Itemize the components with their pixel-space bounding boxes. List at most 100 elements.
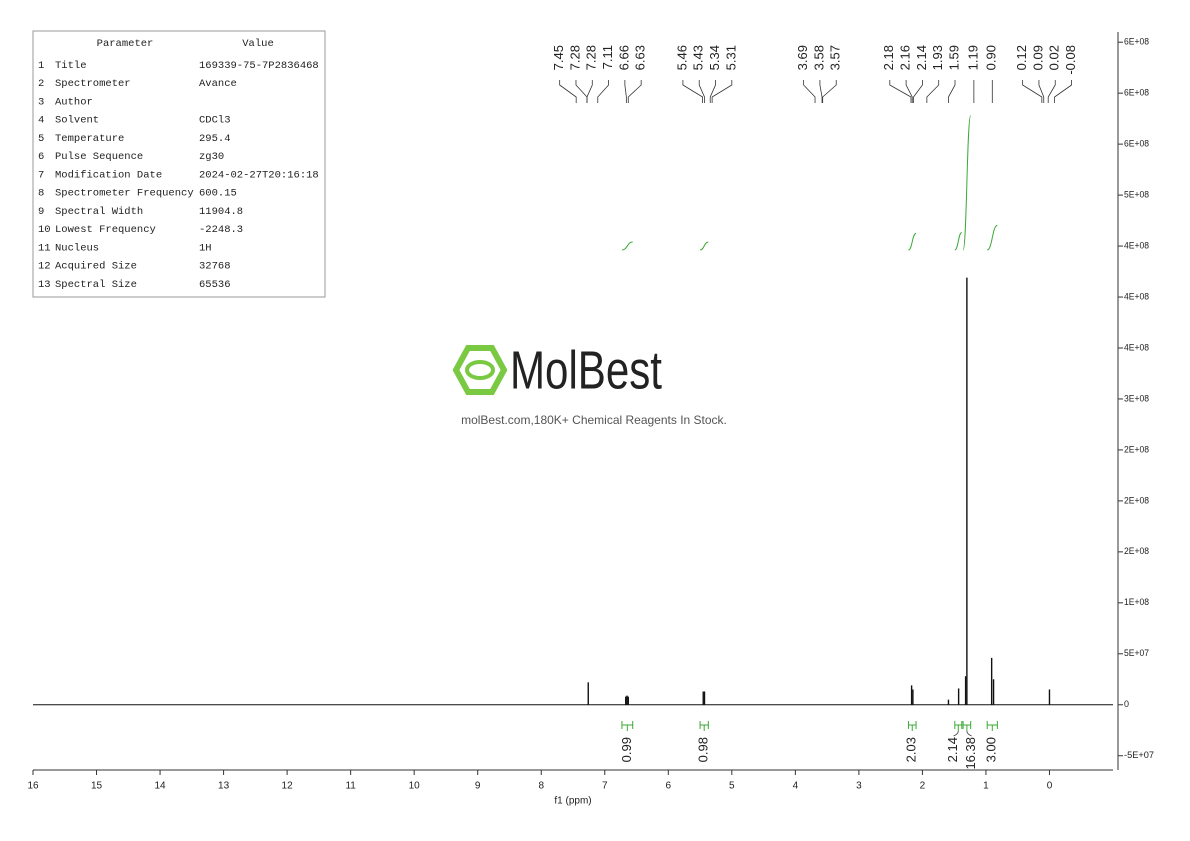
- table-cell: 169339-75-7P2836468: [199, 60, 319, 72]
- table-cell: 3: [38, 96, 44, 108]
- peak-label: 7.28: [584, 45, 599, 70]
- x-tick-label: 9: [475, 781, 481, 792]
- table-cell: Temperature: [55, 133, 124, 145]
- y-tick-label: 2E+08: [1124, 444, 1149, 454]
- watermark-tagline: molBest.com,180K+ Chemical Reagents In S…: [461, 413, 727, 427]
- integral-label: 0.99: [619, 737, 634, 762]
- table-cell: Title: [55, 60, 87, 72]
- peak-leader: [913, 80, 923, 103]
- integral-curve: [908, 232, 917, 251]
- y-tick-label: 5E+07: [1124, 648, 1149, 658]
- table-cell: Author: [55, 96, 93, 108]
- y-tick-label: 4E+08: [1124, 240, 1149, 250]
- y-tick-label: 5E+08: [1124, 189, 1149, 199]
- integral-label: 2.14: [945, 737, 960, 762]
- peak-label: 5.31: [723, 45, 738, 70]
- peak-label: 5.43: [691, 45, 706, 70]
- peak-label: 3.58: [811, 45, 826, 70]
- peak-leader: [1047, 80, 1056, 103]
- x-tick-label: 10: [409, 781, 421, 792]
- table-cell: Spectral Width: [55, 206, 143, 218]
- table-cell: Pulse Sequence: [55, 151, 143, 163]
- peak-label: 1.59: [946, 45, 961, 70]
- table-cell: 2: [38, 78, 44, 90]
- x-tick-label: 11: [345, 781, 356, 792]
- peak-leader: [575, 80, 588, 103]
- peak-label: 6.63: [633, 45, 648, 70]
- y-tick-label: 3E+08: [1124, 393, 1149, 403]
- integral-label: 16.38: [963, 737, 978, 770]
- table-cell: 8: [38, 188, 44, 200]
- peak-leader: [682, 80, 703, 103]
- y-tick-label: -5E+07: [1124, 750, 1154, 760]
- x-tick-label: 15: [91, 781, 103, 792]
- integral-curve: [954, 231, 963, 251]
- y-tick-label: 6E+08: [1124, 139, 1149, 149]
- table-cell: 1: [38, 60, 44, 72]
- peak-leader: [926, 80, 940, 103]
- peak-leader: [905, 80, 913, 103]
- integral-label: 3.00: [984, 737, 999, 762]
- y-tick-label: 0: [1124, 699, 1129, 709]
- peak-leader: [948, 80, 956, 103]
- table-cell: 1H: [199, 242, 212, 254]
- integral-curve: [699, 241, 709, 251]
- x-tick-label: 3: [856, 781, 862, 792]
- x-tick-label: 12: [282, 781, 294, 792]
- x-tick-label: 1: [983, 781, 989, 792]
- peak-leader: [698, 80, 705, 103]
- table-cell: Solvent: [55, 115, 99, 127]
- peak-leader: [709, 80, 716, 103]
- x-tick-label: 4: [793, 781, 799, 792]
- table-cell: Modification Date: [55, 169, 162, 181]
- peak-leader: [1038, 80, 1045, 103]
- peak-leader: [819, 80, 823, 103]
- table-cell: Spectral Size: [55, 279, 137, 291]
- watermark: MolBest molBest.com,180K+ Chemical Reage…: [452, 340, 727, 427]
- parameter-table: Parameter Value 1 Title 169339-75-7P2836468 2…: [32, 30, 326, 298]
- peak-label: 0.12: [1014, 45, 1029, 70]
- peak-leader: [624, 80, 627, 103]
- y-tick-label: 2E+08: [1124, 546, 1149, 556]
- x-tick-label: 7: [602, 781, 608, 792]
- table-cell: 2024-02-27T20:16:18: [199, 169, 319, 181]
- peak-label: 3.57: [828, 45, 843, 70]
- logo-ring: [465, 360, 495, 380]
- y-tick-label: 1E+08: [1124, 597, 1149, 607]
- x-tick-label: 2: [920, 781, 926, 792]
- peak-label: 0.09: [1030, 45, 1045, 70]
- table-header: Value: [242, 38, 274, 50]
- table-cell: -2248.3: [199, 224, 243, 236]
- x-tick-label: 8: [538, 781, 544, 792]
- table-cell: 10: [38, 224, 51, 236]
- integral-leader: [966, 730, 972, 737]
- x-tick-label: 5: [729, 781, 735, 792]
- peak-leader: [597, 80, 609, 103]
- peak-leader: [803, 80, 816, 103]
- y-tick-label: 6E+08: [1124, 88, 1149, 98]
- table-cell: 11904.8: [199, 206, 243, 218]
- table-cell: Spectrometer Frequency: [55, 188, 194, 200]
- integral-label: 0.98: [696, 737, 711, 762]
- peak-label: 6.66: [616, 45, 631, 70]
- table-cell: Acquired Size: [55, 261, 137, 273]
- x-tick-label: 13: [218, 781, 230, 792]
- peak-label: 2.14: [914, 45, 929, 70]
- x-tick-label: 6: [666, 781, 672, 792]
- peak-leader: [627, 80, 642, 103]
- table-cell: 13: [38, 279, 51, 291]
- peak-label: 2.16: [898, 45, 913, 70]
- table-cell: 11: [38, 242, 51, 254]
- table-cell: Avance: [199, 78, 237, 90]
- table-cell: zg30: [199, 151, 224, 163]
- peak-label: 7.45: [551, 45, 566, 70]
- watermark-brand: MolBest: [510, 340, 662, 400]
- table-cell: Lowest Frequency: [55, 224, 156, 236]
- peak-leader: [586, 80, 593, 103]
- peak-label: 1.93: [930, 45, 945, 70]
- peak-leader: [711, 80, 733, 103]
- peak-label: 1.19: [965, 45, 980, 70]
- peak-label: 3.69: [795, 45, 810, 70]
- table-header: Parameter: [97, 38, 154, 50]
